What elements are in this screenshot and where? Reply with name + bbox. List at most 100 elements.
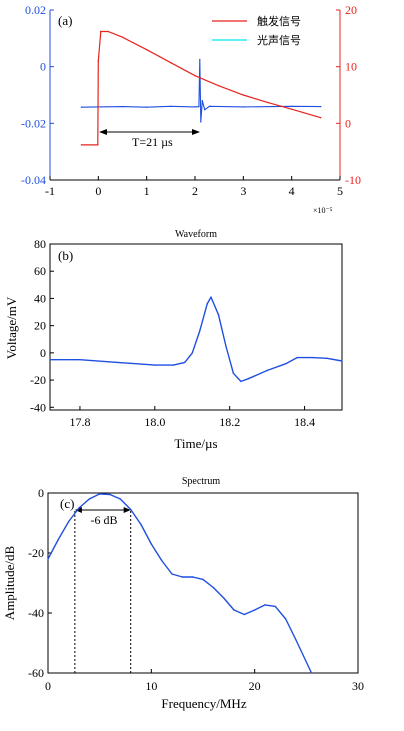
spectrum-point	[99, 493, 101, 495]
photoacoustic-signal-point	[242, 106, 244, 108]
spectrum-point	[57, 538, 59, 541]
spectrum-point	[171, 573, 173, 575]
photoacoustic-signal-point	[121, 105, 124, 108]
photoacoustic-signal-point	[170, 105, 172, 108]
waveform-point	[341, 360, 343, 362]
panel-a-x-tick-label: 4	[289, 184, 295, 198]
spectrum-point	[150, 543, 152, 545]
panel-a-x-tick-label: 2	[192, 184, 198, 198]
waveform-point	[326, 357, 328, 359]
spectrum-point	[130, 508, 132, 511]
photoacoustic-signal-point	[198, 105, 200, 108]
panel-a-bottom-axis: -1 0 1 2 3 4 5	[45, 176, 343, 198]
panel-c-title: Spectrum	[182, 476, 221, 487]
period-arrow	[99, 129, 200, 135]
panel-b-y-tick-label: 80	[34, 237, 46, 251]
waveform-point	[217, 314, 220, 316]
photoacoustic-signal-line	[81, 59, 321, 122]
panel-b-y-tick-label: 60	[34, 264, 46, 278]
spectrum-point	[243, 613, 245, 616]
panel-b-x-tick-label: 18.0	[144, 415, 165, 429]
panel-a-right-tick-label: 20	[345, 3, 357, 17]
panel-c-markers	[74, 507, 132, 673]
panel-b-frame	[49, 243, 343, 411]
panel-c-x-tick-label: 10	[145, 679, 157, 693]
trigger-signal-point	[242, 94, 244, 96]
panel-c-x-tick-label: 20	[249, 679, 261, 693]
panel-b-title: Waveform	[175, 229, 217, 240]
panel-a-x-tick-label: 3	[240, 184, 246, 198]
waveform-point	[191, 352, 193, 354]
panel-b-x-tick-label: 18.4	[294, 415, 315, 429]
photoacoustic-signal-point	[194, 106, 196, 108]
panel-a-left-axis: 0.02 0 -0.02 -0.04	[21, 3, 54, 187]
panel-b-y-tick-label: -20	[30, 373, 46, 387]
spectrum-point	[274, 605, 276, 608]
panel-c-y-tick-label: 0	[38, 486, 44, 500]
trigger-signal-point	[170, 62, 172, 64]
panel-b-xlabel: Time/µs	[174, 436, 217, 451]
panel-a-left-tick-label: -0.02	[21, 116, 46, 130]
trigger-signal-point	[146, 49, 148, 51]
waveform-point	[206, 303, 208, 305]
waveform-point	[311, 356, 313, 359]
panel-b-y-tick-label: -40	[30, 400, 46, 414]
panel-a-series	[80, 30, 322, 146]
waveform-point	[79, 359, 81, 361]
panel-b-label: (b)	[58, 248, 73, 263]
trigger-signal-line	[81, 30, 321, 146]
panel-a-right-axis: 20 10 0 -10	[336, 3, 361, 187]
panel-a-x-tick-label: 5	[337, 184, 343, 198]
photoacoustic-signal-point	[200, 121, 202, 123]
spectrum-point	[212, 586, 214, 589]
spectrum-line	[47, 493, 313, 674]
panel-a-left-tick-label: 0.02	[25, 3, 46, 17]
photoacoustic-signal-point	[291, 105, 293, 108]
waveform-point	[199, 330, 201, 332]
spectrum-point	[192, 576, 194, 578]
panel-a-left-tick-label: -0.04	[21, 173, 46, 187]
legend-label-photoacoustic: 光声信号	[257, 33, 301, 47]
panel-b-x-tick-label: 18.2	[219, 415, 240, 429]
period-annotation: T=21 µs	[132, 135, 173, 149]
photoacoustic-signal-point	[320, 105, 322, 108]
waveform-point	[49, 359, 51, 361]
photoacoustic-signal-point	[146, 106, 148, 108]
trigger-signal-point	[107, 30, 109, 33]
panel-a-x-tick-label: 1	[144, 184, 150, 198]
trigger-signal-point	[291, 108, 293, 110]
panel-c-series	[47, 493, 313, 674]
trigger-signal-point	[194, 75, 196, 77]
photoacoustic-signal-point	[208, 105, 211, 108]
spectrum-point	[161, 559, 163, 562]
spectrum-point	[264, 604, 266, 606]
panel-c-x-tick-label: 0	[45, 679, 51, 693]
panel-c-ylabel: Amplitude/dB	[2, 545, 17, 620]
bandwidth-arrow-right-head	[123, 507, 131, 513]
period-arrow-right-head	[192, 129, 200, 135]
waveform-point	[154, 364, 156, 366]
spectrum-point	[310, 672, 313, 674]
spectrum-point	[119, 498, 122, 500]
panel-c-y-tick-label: -20	[28, 546, 44, 560]
panel-b-y-tick-label: 20	[34, 319, 46, 333]
trigger-signal-point	[320, 117, 322, 119]
spectrum-point	[88, 498, 91, 500]
trigger-signal-point	[218, 85, 220, 87]
panel-c-xlabel: Frequency/MHz	[161, 696, 246, 711]
panel-c-y-tick-label: -60	[28, 666, 44, 680]
panel-c: Spectrum 0-20-40-600 10 20 30 (c) -6 dB Fre…	[2, 476, 364, 711]
trigger-signal-point	[100, 30, 102, 33]
panel-b-ylabel: Voltage/mV	[4, 296, 19, 359]
photoacoustic-signal-point	[201, 100, 203, 102]
spectrum-point	[68, 520, 70, 523]
panel-b: Waveform 80 60 40 20 0 -20 -40 17.8 18.0 18.2 18.4…	[4, 229, 343, 451]
panel-a-left-tick-label: 0	[40, 60, 46, 74]
trigger-signal-point	[121, 36, 124, 38]
panel-a-exponent: ×10⁻⁵	[313, 206, 333, 215]
waveform-point	[247, 378, 250, 380]
trigger-signal-point	[266, 101, 269, 104]
spectrum-point	[181, 576, 183, 578]
